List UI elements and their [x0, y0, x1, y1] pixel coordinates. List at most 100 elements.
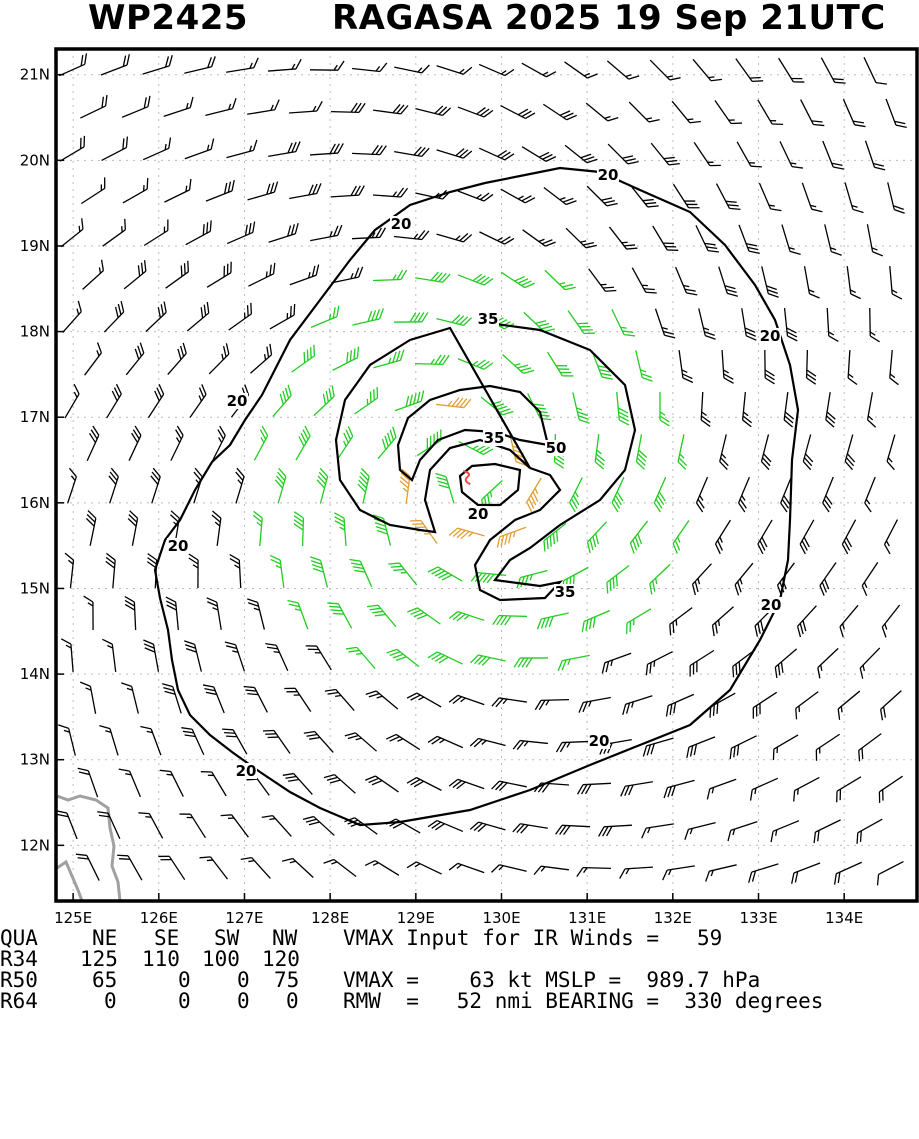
table-row-label: R64: [0, 991, 38, 1012]
wind-barb: [458, 191, 493, 201]
wind-barb: [352, 63, 387, 72]
tick-label-lat: 21N: [20, 66, 50, 84]
wind-barb: [262, 816, 292, 837]
wind-barb: [378, 427, 396, 459]
tick-label-lon: 128E: [311, 909, 349, 927]
wind-barb: [608, 144, 639, 164]
wind-barb: [492, 698, 527, 707]
wind-barb: [78, 768, 98, 797]
wind-barb: [436, 315, 471, 325]
wind-barb: [751, 778, 778, 800]
wind-barb: [642, 824, 674, 838]
wind-barb: [595, 434, 604, 469]
wind-barb: [337, 426, 352, 459]
wind-barb: [577, 868, 611, 877]
wind-barb: [707, 779, 736, 799]
wind-barb: [543, 104, 576, 119]
wind-barb: [263, 731, 290, 754]
wind-barb: [458, 107, 493, 117]
wind-barb: [146, 302, 166, 332]
wind-barb: [570, 478, 583, 512]
wind-barb: [771, 821, 799, 842]
wind-barb: [792, 863, 820, 884]
wind-barb: [345, 733, 377, 751]
wind-barb: [365, 776, 398, 792]
wind-barb: [527, 478, 541, 512]
wind-barb: [796, 692, 818, 720]
tick-label-lon: 133E: [739, 909, 777, 927]
wind-barb: [654, 477, 665, 512]
wind-barb: [106, 553, 115, 588]
wind-barb: [607, 61, 639, 79]
wind-barb: [126, 343, 144, 375]
wind-barb: [407, 778, 441, 791]
tick-label-lat: 12N: [20, 836, 50, 854]
wind-barb: [415, 355, 449, 364]
wind-barb: [548, 352, 574, 376]
wind-barb: [268, 59, 301, 71]
wind-barb: [672, 101, 701, 123]
wind-barb: [493, 616, 527, 625]
wind-barb: [310, 61, 344, 70]
wind-barb: [209, 343, 229, 374]
wind-barb: [879, 776, 902, 803]
wind-barb: [696, 477, 707, 512]
tick-label-lat: 13N: [20, 751, 50, 769]
wind-barb: [807, 350, 816, 384]
wind-barb: [103, 219, 126, 246]
contour-label: 20: [598, 166, 619, 184]
wind-barb: [556, 825, 590, 834]
wind-barb: [373, 270, 407, 280]
wind-barb: [773, 735, 798, 760]
wind-barb: [513, 741, 548, 750]
map-frame: [56, 49, 917, 901]
wind-barb: [864, 57, 887, 84]
wind-barb: [823, 477, 834, 512]
wind-barb: [102, 137, 128, 161]
wind-barb: [124, 260, 146, 289]
wind-barb: [845, 183, 863, 213]
wind-barb: [503, 355, 534, 374]
tick-label-lon: 126E: [140, 909, 178, 927]
wind-barb: [394, 147, 429, 156]
wind-barb: [275, 468, 286, 503]
wind-barb: [882, 605, 899, 637]
wind-barb: [269, 223, 299, 242]
table-cell: 120: [262, 949, 300, 970]
wind-barb: [859, 734, 881, 762]
wind-barb: [706, 865, 737, 882]
wind-barb: [765, 350, 775, 384]
wind-barb: [782, 225, 801, 255]
wind-barb: [722, 350, 733, 383]
wind-barb: [885, 520, 898, 554]
wind-barb: [814, 820, 840, 843]
wind-barb: [735, 563, 753, 595]
tick-label-lat: 20N: [20, 151, 50, 169]
wind-barb: [838, 691, 860, 720]
wind-barb: [407, 862, 442, 874]
wind-barb: [282, 858, 313, 877]
wind-barb: [190, 384, 206, 417]
wind-barb: [327, 603, 351, 628]
wind-barb: [582, 611, 610, 633]
rmw-bearing-line: RMW = 52 nmi BEARING = 330 degrees: [343, 991, 823, 1012]
wind-barb: [701, 392, 710, 426]
tick-label-lat: 16N: [20, 494, 50, 512]
wind-barb: [717, 184, 741, 210]
wind-barb: [802, 183, 822, 212]
wind-barb: [579, 698, 611, 713]
tick-label-lon: 125E: [54, 909, 92, 927]
wind-barb: [428, 567, 462, 581]
table-row-label: R34: [0, 949, 38, 970]
wind-barb: [122, 96, 150, 117]
wind-barb: [673, 520, 689, 553]
wind-barb: [523, 230, 556, 246]
wind-barb: [56, 811, 77, 839]
wind-barb: [352, 308, 383, 325]
wind-barb: [289, 101, 322, 113]
tick-label-lat: 18N: [20, 323, 50, 341]
wind-barb: [80, 95, 107, 118]
wind-barb: [201, 772, 226, 796]
wind-barb: [310, 225, 342, 240]
table-cell: 65: [92, 970, 117, 991]
